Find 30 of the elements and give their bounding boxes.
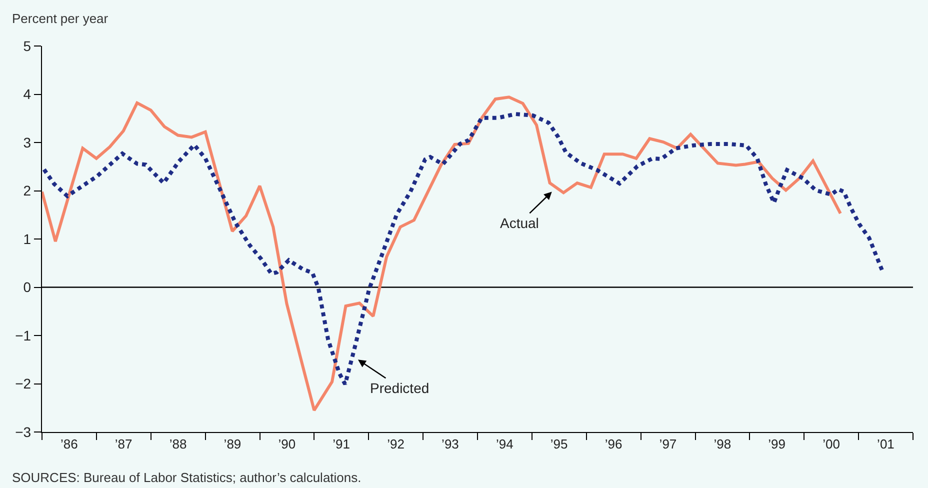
x-tick-label: ’91 (332, 436, 350, 452)
y-tick-label: 1 (23, 230, 32, 247)
y-tick-label: 0 (23, 279, 32, 296)
y-tick-label: 4 (23, 86, 32, 102)
x-tick-label: ’00 (822, 436, 840, 452)
y-tick-label: 2 (23, 182, 32, 199)
y-tick-label: −3 (15, 424, 32, 440)
x-tick-label: ’96 (604, 436, 622, 452)
source-note: SOURCES: Bureau of Labor Statistics; author’s calculations. (12, 470, 362, 485)
y-tick-label: 5 (23, 38, 32, 54)
x-tick-label: ’94 (496, 436, 514, 452)
x-tick-label: ’01 (877, 436, 894, 452)
annotation: Predicted (370, 380, 430, 396)
x-tick-label: ’86 (60, 436, 78, 452)
x-tick-label: ’92 (387, 436, 405, 452)
x-tick-label: ’88 (169, 436, 187, 452)
x-tick-label: ’90 (278, 436, 296, 452)
x-tick-label: ’95 (550, 436, 568, 452)
y-tick-label: −1 (15, 327, 32, 344)
x-tick-label: ’89 (224, 436, 242, 452)
y-tick-label: 3 (23, 134, 32, 150)
annotation: Actual (500, 215, 539, 231)
x-tick-label: ’98 (714, 436, 732, 452)
y-tick-label: −2 (15, 376, 32, 392)
line-series (42, 96, 842, 412)
x-tick-label: ’97 (659, 436, 677, 452)
x-tick-label: ’99 (768, 436, 786, 452)
x-tick-label: ’93 (442, 436, 459, 452)
x-tick-label: ’87 (114, 436, 132, 452)
y-axis-title: Percent per year (12, 11, 109, 26)
